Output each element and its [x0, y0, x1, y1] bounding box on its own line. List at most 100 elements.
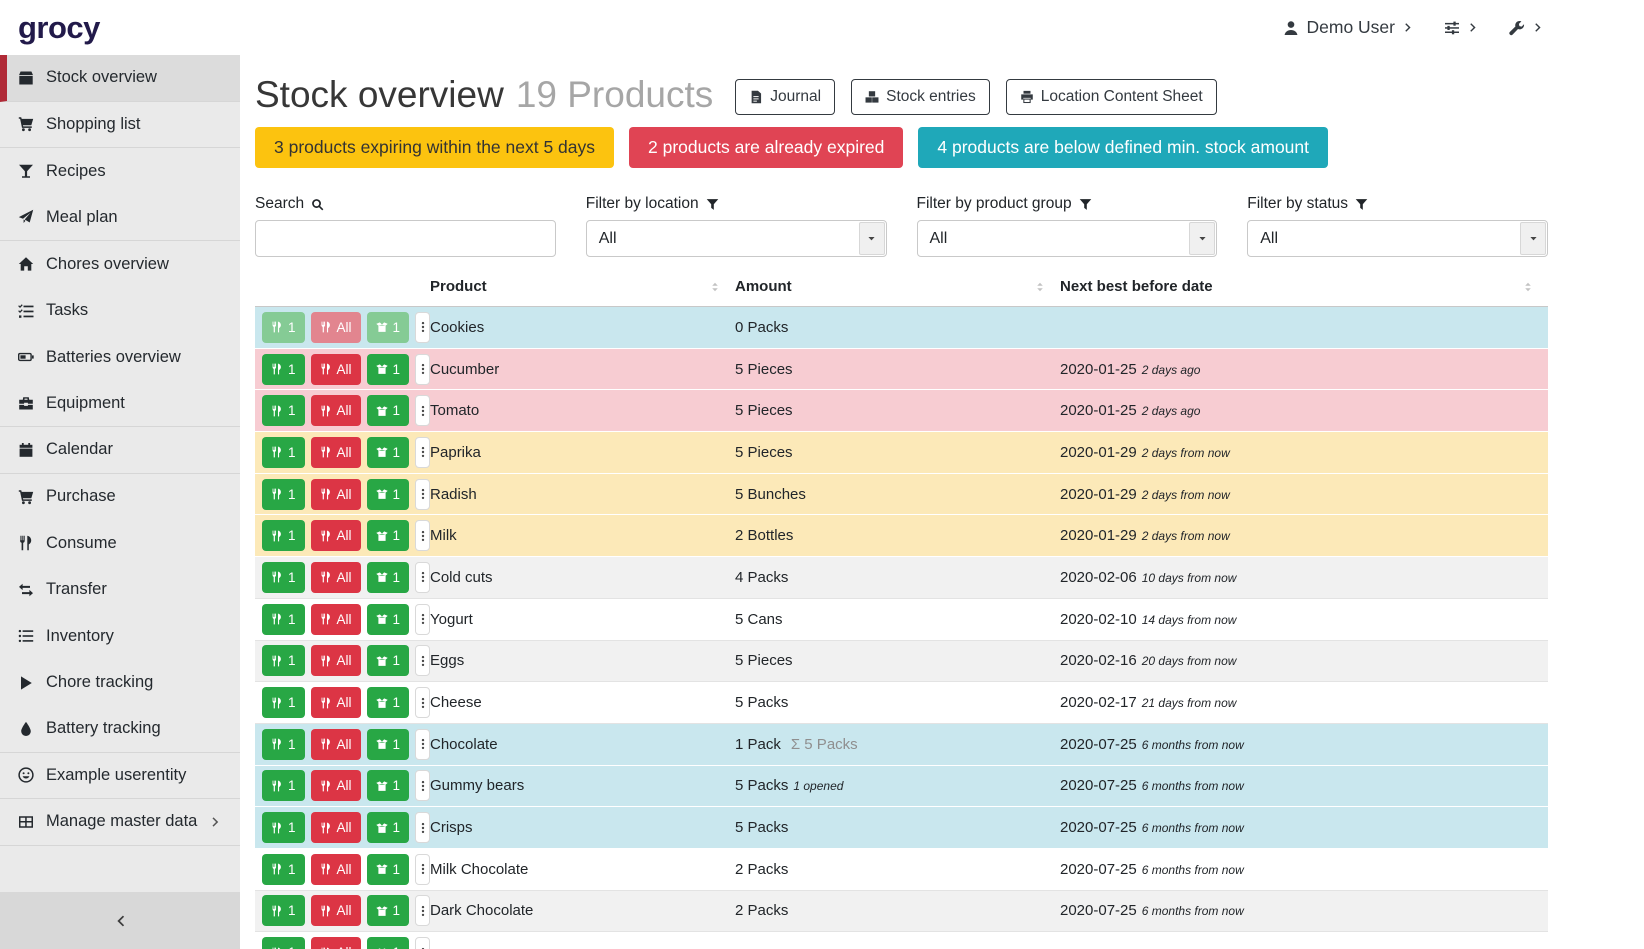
row-menu-button[interactable] — [415, 687, 430, 718]
sidebar-item-consume[interactable]: Consume — [0, 520, 240, 567]
consume-one-button[interactable]: 1 — [262, 354, 305, 385]
row-menu-button[interactable] — [415, 520, 430, 551]
open-one-button[interactable]: 1 — [367, 312, 410, 343]
consume-one-button[interactable]: 1 — [262, 562, 305, 593]
settings-menu[interactable] — [1444, 20, 1479, 36]
row-menu-button[interactable] — [415, 854, 430, 885]
consume-all-button[interactable]: All — [311, 854, 361, 885]
row-menu-button[interactable] — [415, 937, 430, 949]
sidebar-item-batteries-overview[interactable]: Batteries overview — [0, 334, 240, 381]
open-one-button[interactable]: 1 — [367, 437, 410, 468]
row-menu-button[interactable] — [415, 562, 430, 593]
below-min-alert[interactable]: 4 products are below defined min. stock … — [918, 127, 1328, 168]
consume-one-button[interactable]: 1 — [262, 812, 305, 843]
open-one-button[interactable]: 1 — [367, 604, 410, 635]
sidebar-item-meal-plan[interactable]: Meal plan — [0, 195, 240, 242]
open-one-button[interactable]: 1 — [367, 645, 410, 676]
sidebar-item-battery-tracking[interactable]: Battery tracking — [0, 706, 240, 753]
open-one-button[interactable]: 1 — [367, 520, 410, 551]
consume-all-button[interactable]: All — [311, 687, 361, 718]
open-one-button[interactable]: 1 — [367, 854, 410, 885]
open-one-button[interactable]: 1 — [367, 729, 410, 760]
filter-status-select[interactable]: All — [1247, 220, 1548, 257]
consume-one-button[interactable]: 1 — [262, 520, 305, 551]
consume-all-button[interactable]: All — [311, 520, 361, 551]
row-menu-button[interactable] — [415, 395, 430, 426]
column-header-product[interactable]: Product — [430, 278, 735, 295]
consume-one-button[interactable]: 1 — [262, 312, 305, 343]
row-menu-button[interactable] — [415, 312, 430, 343]
consume-all-button[interactable]: All — [311, 562, 361, 593]
sidebar-item-chore-tracking[interactable]: Chore tracking — [0, 660, 240, 707]
consume-all-button[interactable]: All — [311, 354, 361, 385]
search-input[interactable] — [255, 220, 556, 257]
open-one-button[interactable]: 1 — [367, 687, 410, 718]
consume-all-button[interactable]: All — [311, 895, 361, 926]
consume-one-button[interactable]: 1 — [262, 645, 305, 676]
consume-all-button[interactable]: All — [311, 729, 361, 760]
consume-one-button[interactable]: 1 — [262, 895, 305, 926]
open-one-button[interactable]: 1 — [367, 354, 410, 385]
row-menu-button[interactable] — [415, 812, 430, 843]
open-one-button[interactable]: 1 — [367, 812, 410, 843]
consume-all-button[interactable]: All — [311, 395, 361, 426]
row-menu-button[interactable] — [415, 895, 430, 926]
row-menu-button[interactable] — [415, 604, 430, 635]
open-one-button[interactable]: 1 — [367, 562, 410, 593]
column-header-amount[interactable]: Amount — [735, 278, 1060, 295]
row-menu-button[interactable] — [415, 437, 430, 468]
consume-one-button[interactable]: 1 — [262, 395, 305, 426]
sidebar-item-example-userentity[interactable]: Example userentity — [0, 753, 240, 800]
sidebar-collapse-button[interactable] — [0, 892, 240, 949]
consume-one-button[interactable]: 1 — [262, 937, 305, 949]
sidebar-item-shopping-list[interactable]: Shopping list — [0, 102, 240, 149]
consume-one-button[interactable]: 1 — [262, 729, 305, 760]
open-one-button[interactable]: 1 — [367, 895, 410, 926]
sidebar-item-stock-overview[interactable]: Stock overview — [0, 55, 240, 102]
stock-entries-button[interactable]: Stock entries — [851, 79, 990, 115]
sidebar-item-calendar[interactable]: Calendar — [0, 427, 240, 474]
sidebar-item-chores-overview[interactable]: Chores overview — [0, 241, 240, 288]
consume-all-button[interactable]: All — [311, 770, 361, 801]
open-one-button[interactable]: 1 — [367, 937, 410, 949]
sidebar-item-purchase[interactable]: Purchase — [0, 474, 240, 521]
open-one-button[interactable]: 1 — [367, 479, 410, 510]
sidebar-item-transfer[interactable]: Transfer — [0, 567, 240, 614]
consume-one-button[interactable]: 1 — [262, 479, 305, 510]
consume-all-button[interactable]: All — [311, 645, 361, 676]
expiring-alert[interactable]: 3 products expiring within the next 5 da… — [255, 127, 614, 168]
config-menu[interactable] — [1509, 20, 1544, 36]
consume-all-button[interactable]: All — [311, 604, 361, 635]
consume-one-button[interactable]: 1 — [262, 604, 305, 635]
sidebar-item-tasks[interactable]: Tasks — [0, 288, 240, 335]
open-one-button[interactable]: 1 — [367, 395, 410, 426]
consume-all-button[interactable]: All — [311, 437, 361, 468]
sidebar-item-inventory[interactable]: Inventory — [0, 613, 240, 660]
sidebar-item-equipment[interactable]: Equipment — [0, 381, 240, 428]
sidebar-item-recipes[interactable]: Recipes — [0, 148, 240, 195]
filter-product-group-select[interactable]: All — [917, 220, 1218, 257]
row-menu-button[interactable] — [415, 729, 430, 760]
consume-one-button[interactable]: 1 — [262, 437, 305, 468]
column-header-date[interactable]: Next best before date — [1060, 278, 1548, 295]
consume-one-button[interactable]: 1 — [262, 687, 305, 718]
consume-all-button[interactable]: All — [311, 312, 361, 343]
row-menu-button[interactable] — [415, 354, 430, 385]
sidebar-item-manage-master-data[interactable]: Manage master data — [0, 799, 240, 846]
journal-button[interactable]: Journal — [735, 79, 835, 115]
filter-location-select[interactable]: All — [586, 220, 887, 257]
location-content-sheet-button[interactable]: Location Content Sheet — [1006, 79, 1217, 115]
row-menu-button[interactable] — [415, 645, 430, 676]
row-menu-button[interactable] — [415, 770, 430, 801]
user-menu[interactable]: Demo User — [1283, 17, 1415, 38]
consume-all-button[interactable]: All — [311, 937, 361, 949]
row-menu-button[interactable] — [415, 479, 430, 510]
consume-all-button[interactable]: All — [311, 812, 361, 843]
consume-all-button[interactable]: All — [311, 479, 361, 510]
consume-one-button[interactable]: 1 — [262, 854, 305, 885]
consume-one-button[interactable]: 1 — [262, 770, 305, 801]
app-logo[interactable]: grocy — [18, 10, 100, 46]
expired-alert[interactable]: 2 products are already expired — [629, 127, 903, 168]
open-one-button[interactable]: 1 — [367, 770, 410, 801]
utensils-icon — [320, 446, 332, 458]
